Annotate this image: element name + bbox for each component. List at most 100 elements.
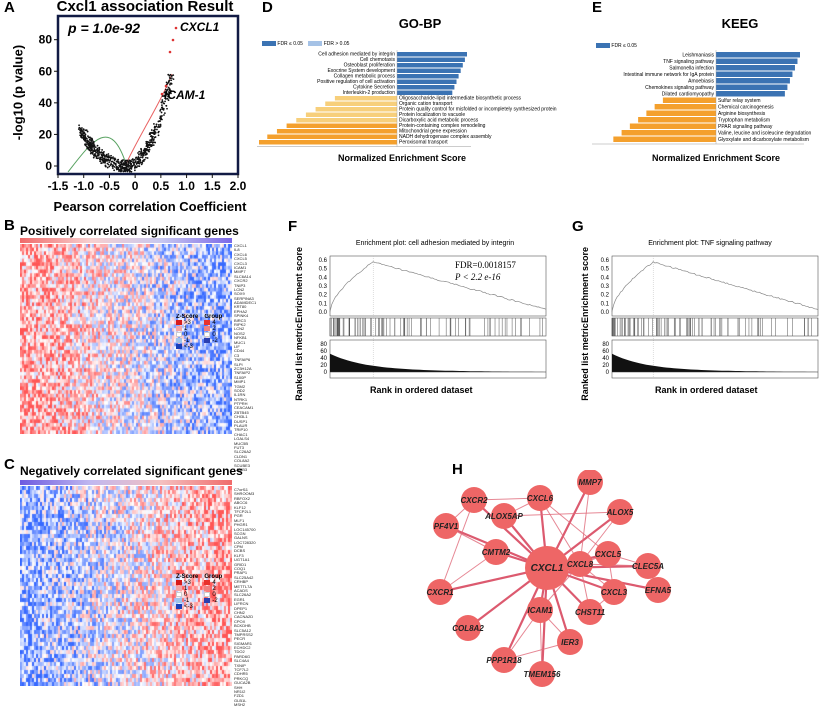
es-tick: 0.6 bbox=[601, 258, 610, 264]
gene-label: PRKCQ bbox=[234, 676, 249, 681]
group-item: 0 bbox=[212, 592, 216, 599]
volcano-x-label: Pearson correlation Coefficient bbox=[53, 199, 247, 214]
gene-label: LAMB3 bbox=[234, 467, 248, 472]
network-node-label: PPP1R18 bbox=[486, 656, 522, 665]
panel-e-title: KEEG bbox=[721, 16, 759, 31]
panel-label-b: B bbox=[4, 217, 15, 234]
network-node-label: MMP7 bbox=[578, 478, 602, 487]
zscore-item: 0 bbox=[184, 332, 188, 339]
zscore-item: >3 bbox=[184, 580, 191, 587]
gene-label: TRIP10 bbox=[234, 428, 248, 433]
network-node-label: EFNA5 bbox=[645, 586, 672, 595]
gene-label: BCKDHB bbox=[234, 624, 251, 629]
rm-tick: 80 bbox=[320, 342, 327, 348]
panel-label-h: H bbox=[452, 461, 463, 478]
bar-term-label: Glyoxylate and dicarboxylate metabolism bbox=[718, 137, 809, 143]
bar-term-label: Intestinal immune network for IgA protei… bbox=[623, 72, 714, 78]
gene-label: LOC728320 bbox=[234, 540, 256, 545]
gene-label: ACADS bbox=[234, 588, 248, 593]
gene-label: DCBS bbox=[234, 549, 246, 554]
volcano-x-tick: 1.5 bbox=[204, 179, 221, 193]
rank-xlabel-f: Rank in ordered dataset bbox=[370, 385, 473, 395]
gene-label: PTPRH bbox=[234, 402, 248, 407]
bar-negative bbox=[629, 123, 716, 129]
gene-label: NR1I2 bbox=[234, 689, 246, 694]
volcano-y-label: -log10 (p value) bbox=[10, 44, 26, 141]
rm-ylabel-f: Ranked list metric bbox=[294, 323, 304, 401]
bar-positive bbox=[716, 84, 788, 90]
volcano-y-tick: 80 bbox=[39, 33, 53, 47]
bar-positive bbox=[397, 90, 453, 95]
bar-negative bbox=[267, 134, 397, 139]
panel-label-d: D bbox=[262, 0, 273, 16]
gene-label: IL8 bbox=[234, 248, 240, 253]
bar-term-label: Interleukin-2 production bbox=[343, 90, 395, 96]
rm-tick: 80 bbox=[602, 342, 609, 348]
gene-label: CEACAM1 bbox=[234, 406, 254, 411]
group-item: 0 bbox=[212, 332, 216, 339]
gene-label: PARD6G bbox=[234, 654, 251, 659]
gene-label: C3 bbox=[234, 353, 240, 358]
gene-label: LCN2 bbox=[234, 287, 245, 292]
network-node-label: COL8A2 bbox=[452, 624, 484, 633]
es-tick: 0.2 bbox=[601, 293, 610, 299]
gene-label: NOS2 bbox=[234, 331, 245, 336]
kegg-x-label: Normalized Enrichment Score bbox=[652, 153, 781, 163]
gene-label: MMP1 bbox=[234, 380, 246, 385]
gene-label: LIF bbox=[234, 344, 240, 349]
gene-label: SLC4A4 bbox=[234, 659, 249, 664]
network-node bbox=[529, 661, 555, 687]
gene-label: C7orf11 bbox=[234, 488, 248, 492]
bar-term-label: Mitochondrial gene expression bbox=[399, 129, 467, 135]
gene-label: METTL7A bbox=[234, 584, 253, 589]
network-node-label: CLEC5A bbox=[632, 562, 664, 571]
gene-label: SLC5A12 bbox=[234, 628, 252, 633]
gene-label: MMP7 bbox=[234, 270, 246, 275]
rm-tick: 0 bbox=[606, 370, 610, 376]
group-bar-c bbox=[20, 480, 232, 485]
gene-label: MUC1 bbox=[234, 340, 246, 345]
gene-label: KRT80 bbox=[234, 305, 247, 310]
network-node bbox=[491, 503, 517, 529]
network-node-label: ICAM1 bbox=[528, 606, 553, 615]
bar-term-label: Dicarboxylic acid metabolic process bbox=[399, 118, 479, 124]
network-node bbox=[557, 629, 583, 655]
gene-label: LIFRCN bbox=[234, 602, 249, 607]
panel-f-title: Enrichment plot: cell adhesion mediated … bbox=[355, 240, 515, 247]
heatmap-positive bbox=[20, 244, 232, 434]
network-node-label: PF4V1 bbox=[434, 522, 459, 531]
panel-g-title: Enrichment plot: TNF signaling pathway bbox=[648, 240, 772, 247]
bar-positive bbox=[716, 65, 795, 71]
heatmap-positive-gene-list: CXCL1 IL8 CXCL6 CXCL5 CXCL3 ICAM1 MMP7 SLC6A14 C… bbox=[234, 244, 256, 472]
bar-negative bbox=[334, 96, 397, 101]
bar-negative bbox=[276, 129, 397, 134]
gene-label: EPHA2 bbox=[234, 309, 248, 314]
ranked-metric-area bbox=[330, 353, 546, 372]
group-title-c: Group bbox=[204, 574, 223, 580]
gene-label: SHH bbox=[234, 685, 243, 690]
gene-label: SLPI bbox=[234, 362, 243, 367]
legend-e-item: FDR ≤ 0.05 bbox=[611, 43, 637, 49]
volcano-y-tick: 0 bbox=[45, 159, 52, 173]
gene-label: SIGMAR1 bbox=[234, 641, 253, 646]
es-tick: 0.0 bbox=[319, 310, 328, 316]
bar-term-label: Amoebiasis bbox=[688, 79, 714, 85]
gene-label: LCN2 bbox=[234, 327, 245, 332]
rm-ylabel-g: Ranked list metric bbox=[580, 323, 590, 401]
network-node-label: TMEM156 bbox=[524, 670, 561, 679]
network-node bbox=[525, 546, 569, 590]
bar-term-label: PPAR signaling pathway bbox=[718, 124, 773, 130]
enrichment-curve bbox=[611, 261, 819, 312]
gene-label: BIRC3 bbox=[234, 318, 246, 323]
volcano-plot: -1.5 -1.0 -0.5 0 0.5 1.0 1.5 2.0 0 20 40 60 80 bbox=[39, 14, 247, 193]
gene-label: CXCL3 bbox=[234, 261, 247, 266]
network-node bbox=[595, 541, 621, 567]
network-node bbox=[645, 577, 671, 603]
bar-term-label: Cytokine Secretion bbox=[353, 85, 395, 91]
bar-negative bbox=[259, 140, 397, 145]
volcano-x-tick: -1.5 bbox=[48, 179, 69, 193]
gene-label: S100P bbox=[234, 375, 247, 380]
legend-d-item: FDR > 0.05 bbox=[323, 41, 350, 47]
fdr-text: FDR=0.0018157 bbox=[455, 260, 516, 270]
